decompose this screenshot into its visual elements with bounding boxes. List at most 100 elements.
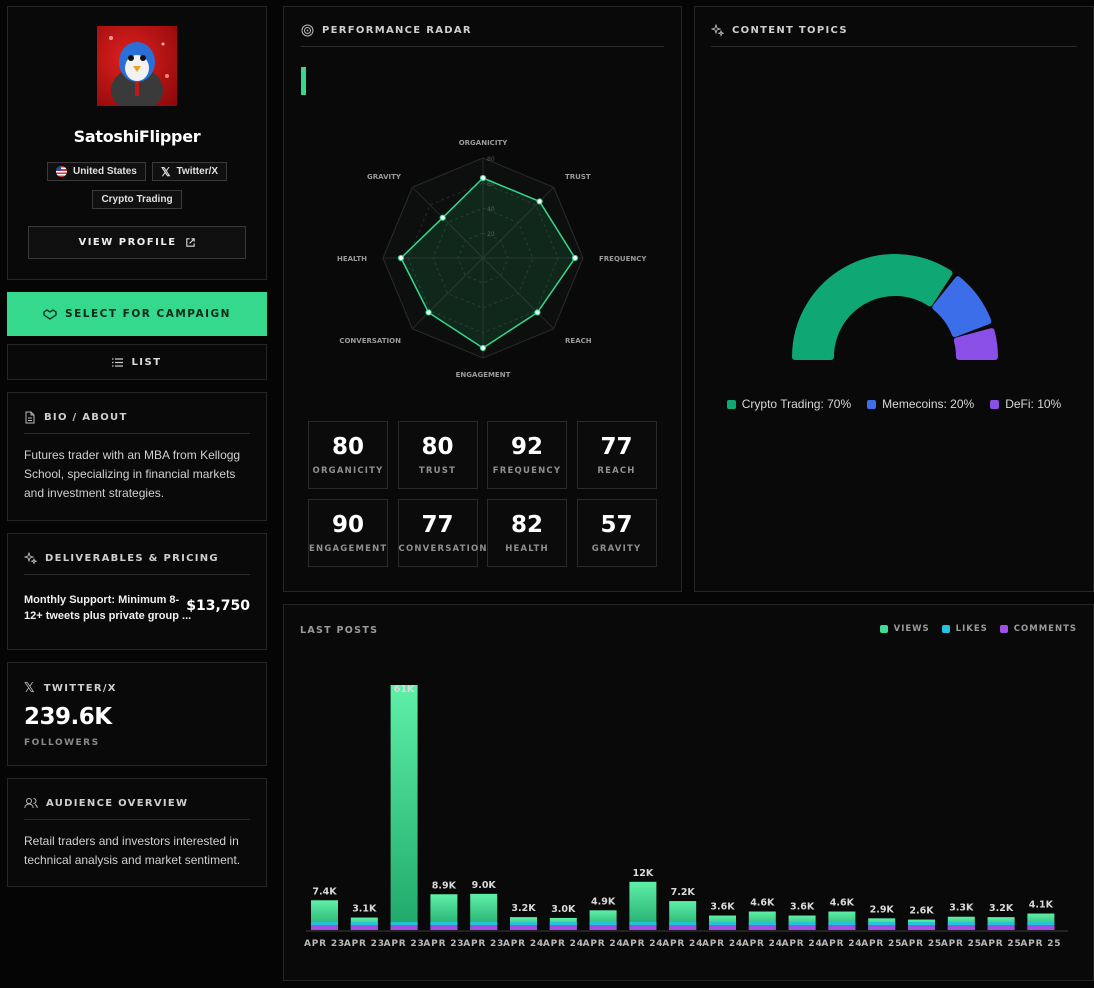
bar-value-label: 3.2K [511, 903, 536, 914]
bio-card: BIO / ABOUT Futures trader with an MBA f… [7, 392, 267, 521]
score-label: TRUST [418, 466, 457, 476]
comments-bar[interactable] [868, 925, 896, 930]
likes-bar[interactable] [430, 922, 458, 925]
country-chip: United States [46, 162, 146, 181]
topic-legend-item: Crypto Trading: 70% [726, 397, 851, 411]
select-for-campaign-button[interactable]: SELECT FOR CAMPAIGN [7, 292, 267, 336]
comments-bar[interactable] [470, 925, 498, 930]
radar-tick-label: 60 [487, 181, 495, 188]
profile-card: SatoshiFlipper United States 𝕏 Twitter/X… [7, 6, 267, 280]
likes-bar[interactable] [868, 922, 896, 925]
topics-title: CONTENT TOPICS [732, 25, 848, 36]
comments-bar[interactable] [709, 925, 736, 930]
score-label: ENGAGEMENT [309, 544, 388, 554]
radar-point [397, 254, 405, 262]
score-value: 82 [510, 512, 543, 538]
bar-date-label: APR 24 [543, 939, 584, 949]
score-value: 77 [421, 512, 454, 538]
view-profile-button[interactable]: VIEW PROFILE [28, 226, 246, 259]
likes-bar[interactable] [311, 922, 338, 925]
likes-bar[interactable] [510, 922, 537, 925]
radar-point [425, 309, 432, 316]
topic-segment [953, 328, 998, 360]
likes-bar[interactable] [669, 922, 697, 925]
platform-label: Twitter/X [176, 166, 219, 177]
bar-value-label: 12K [633, 868, 654, 879]
bar-date-label: APR 25 [941, 939, 982, 949]
likes-bar[interactable] [549, 922, 577, 925]
deliverable-price: $13,750 [186, 598, 250, 614]
bar-value-label: 3.6K [710, 902, 735, 913]
score-label: HEALTH [505, 544, 549, 554]
comments-bar[interactable] [311, 925, 338, 930]
bar-date-label: APR 25 [861, 939, 902, 949]
comments-bar[interactable] [788, 925, 816, 930]
bar-value-label: 3.2K [989, 903, 1014, 914]
bar-value-label: 8.9K [432, 880, 457, 891]
bar-date-label: APR 24 [742, 939, 783, 949]
comments-bar[interactable] [1027, 925, 1055, 930]
likes-bar[interactable] [908, 922, 935, 925]
likes-bar[interactable] [470, 922, 498, 925]
comments-bar[interactable] [350, 925, 378, 930]
topics-legend: Crypto Trading: 70% Memecoins: 20% DeFi:… [695, 397, 1093, 411]
likes-bar[interactable] [788, 922, 816, 925]
bar-date-label: APR 24 [503, 939, 544, 949]
comments-bar[interactable] [669, 925, 697, 930]
views-legend-item: VIEWS [879, 624, 930, 634]
score-value: 57 [600, 512, 633, 538]
radar-tick-label: 20 [487, 231, 495, 238]
likes-bar[interactable] [748, 922, 776, 925]
radar-point [571, 254, 579, 262]
bar-value-label: 3.0K [551, 904, 576, 915]
bar-value-label: 9.0K [472, 880, 497, 891]
likes-bar[interactable] [1027, 922, 1055, 925]
likes-bar[interactable] [350, 922, 378, 925]
comments-bar[interactable] [629, 925, 657, 930]
radar-axis-label: TRUST [565, 173, 591, 181]
followers-count: 239.6K [24, 704, 112, 730]
comments-bar[interactable] [828, 925, 856, 930]
views-bar[interactable] [390, 685, 418, 930]
comments-bar[interactable] [589, 925, 617, 930]
bar-value-label: 3.6K [790, 902, 815, 913]
bar-value-label: 7.4K [312, 886, 337, 897]
list-button[interactable]: LIST [7, 344, 267, 380]
bar-date-label: APR 23 [384, 939, 425, 949]
score-tile: 77 CONVERSATION [397, 499, 487, 567]
likes-bar[interactable] [390, 922, 418, 925]
topics-gauge-chart [792, 254, 998, 360]
document-icon [25, 411, 35, 424]
comments-bar[interactable] [430, 925, 458, 930]
likes-bar[interactable] [709, 922, 736, 925]
views-bar[interactable] [629, 881, 657, 930]
topic-segment [792, 254, 953, 360]
comments-bar[interactable] [987, 925, 1015, 930]
bar-value-label: 4.6K [750, 898, 775, 909]
comments-bar[interactable] [947, 925, 975, 930]
comments-bar[interactable] [390, 925, 418, 930]
radar-axis-label: REACH [565, 337, 592, 345]
radar-point [536, 198, 543, 205]
bar-date-label: APR 24 [821, 939, 862, 949]
likes-bar[interactable] [589, 922, 617, 925]
comments-bar[interactable] [510, 925, 537, 930]
country-label: United States [72, 166, 137, 177]
comments-bar[interactable] [549, 925, 577, 930]
likes-bar[interactable] [987, 922, 1015, 925]
users-icon [24, 798, 38, 809]
score-label: ORGANICITY [312, 466, 384, 476]
deliverable-item: Monthly Support: Minimum 8-12+ tweets pl… [24, 594, 192, 622]
deliverables-card: DELIVERABLES & PRICING Monthly Support: … [7, 533, 267, 650]
likes-legend-item: LIKES [941, 624, 988, 634]
score-value: 80 [421, 434, 454, 460]
comments-bar[interactable] [748, 925, 776, 930]
list-label: LIST [131, 356, 162, 368]
likes-bar[interactable] [947, 922, 975, 925]
comments-bar[interactable] [908, 925, 935, 930]
score-tile: 80 TRUST [397, 421, 478, 489]
comments-legend-item: COMMENTS [999, 624, 1077, 634]
bar-value-label: 3.3K [949, 903, 974, 914]
likes-bar[interactable] [828, 922, 856, 925]
likes-bar[interactable] [629, 922, 657, 925]
